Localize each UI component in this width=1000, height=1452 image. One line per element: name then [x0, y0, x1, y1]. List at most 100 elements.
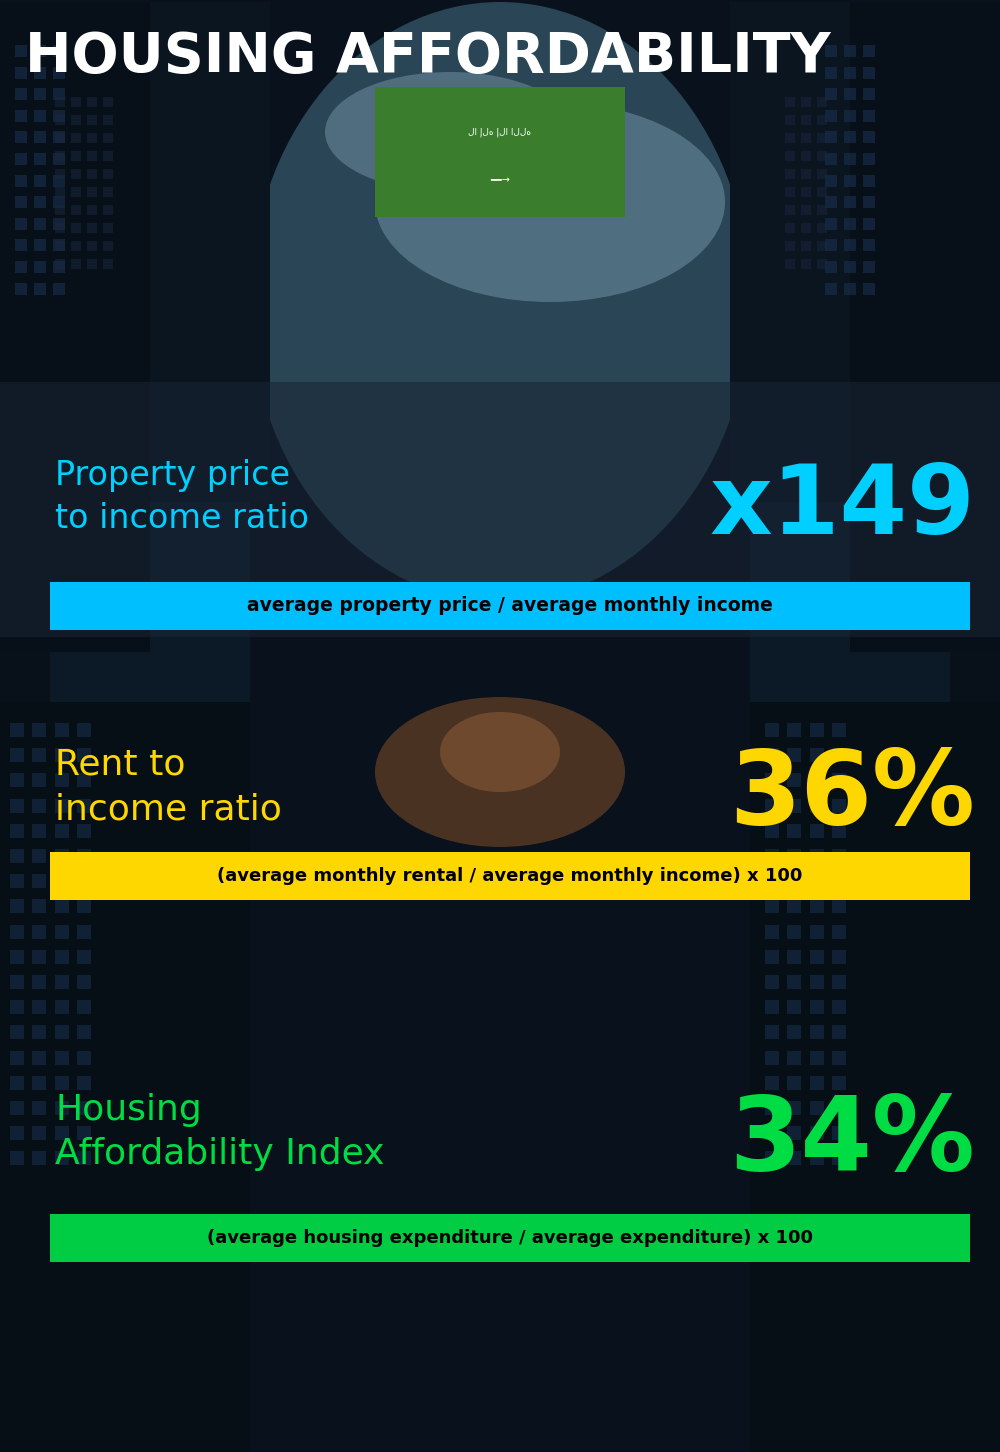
Bar [10, 723, 24, 738]
Bar [810, 849, 824, 862]
Bar [103, 168, 113, 179]
Bar [810, 823, 824, 838]
Bar [817, 134, 827, 142]
Bar [825, 67, 837, 78]
Bar [77, 925, 91, 938]
Bar [863, 67, 875, 78]
Bar [787, 1000, 801, 1013]
Bar [103, 115, 113, 125]
Bar [817, 151, 827, 161]
Bar [55, 849, 69, 862]
Bar [810, 899, 824, 913]
Bar [10, 925, 24, 938]
Bar [844, 196, 856, 208]
Bar [103, 151, 113, 161]
Bar [785, 205, 795, 215]
Bar [787, 723, 801, 738]
Bar [77, 799, 91, 813]
Bar [863, 261, 875, 273]
Ellipse shape [375, 697, 625, 847]
Bar [832, 774, 846, 787]
Bar [765, 899, 779, 913]
Bar [55, 258, 65, 269]
Bar [53, 283, 65, 295]
Bar [801, 97, 811, 107]
Bar [15, 152, 27, 166]
Bar [87, 168, 97, 179]
Bar [77, 1076, 91, 1090]
Bar [863, 240, 875, 251]
Bar [832, 950, 846, 964]
Bar [832, 748, 846, 762]
Bar [810, 1000, 824, 1013]
Bar [765, 1000, 779, 1013]
Bar [34, 89, 46, 100]
Bar [832, 874, 846, 889]
Bar [15, 174, 27, 187]
Bar [71, 97, 81, 107]
Bar [832, 1025, 846, 1040]
Bar [0, 1, 180, 953]
Bar [77, 974, 91, 989]
Bar [825, 218, 837, 229]
Bar [817, 115, 827, 125]
Bar [825, 152, 837, 166]
Bar [810, 748, 824, 762]
Bar [787, 849, 801, 862]
Bar [0, 382, 1000, 637]
Bar [787, 1051, 801, 1064]
Bar [32, 774, 46, 787]
Bar [765, 1051, 779, 1064]
Bar [87, 115, 97, 125]
Bar [801, 115, 811, 125]
Bar [832, 799, 846, 813]
Bar [53, 131, 65, 144]
Bar [825, 174, 837, 187]
Bar [15, 67, 27, 78]
Bar [787, 1076, 801, 1090]
Bar [787, 1025, 801, 1040]
Bar [34, 218, 46, 229]
Bar [750, 1, 950, 752]
Bar [10, 1076, 24, 1090]
Bar [832, 1000, 846, 1013]
Bar [77, 774, 91, 787]
Bar [15, 45, 27, 57]
Bar [87, 151, 97, 161]
Bar [55, 1076, 69, 1090]
Bar [10, 774, 24, 787]
Bar [71, 224, 81, 232]
Bar [863, 218, 875, 229]
Bar [785, 168, 795, 179]
Bar [55, 134, 65, 142]
Bar [32, 723, 46, 738]
Bar [844, 152, 856, 166]
Bar [0, 1, 150, 652]
Bar [10, 1025, 24, 1040]
Bar [77, 723, 91, 738]
Bar [10, 950, 24, 964]
Bar [844, 174, 856, 187]
Bar [34, 67, 46, 78]
Bar [787, 925, 801, 938]
Bar [844, 131, 856, 144]
Bar [15, 283, 27, 295]
Bar [32, 1076, 46, 1090]
Bar [55, 97, 65, 107]
Bar [785, 224, 795, 232]
Bar [765, 1151, 779, 1166]
Bar [863, 174, 875, 187]
Bar [55, 899, 69, 913]
Bar [832, 1051, 846, 1064]
Bar [71, 258, 81, 269]
Bar [863, 45, 875, 57]
Bar [15, 131, 27, 144]
Text: Housing
Affordability Index: Housing Affordability Index [55, 1092, 384, 1172]
Bar [34, 152, 46, 166]
Text: Property price
to income ratio: Property price to income ratio [55, 459, 309, 536]
Bar [785, 187, 795, 197]
Bar [832, 1127, 846, 1140]
Bar [15, 261, 27, 273]
Bar [787, 748, 801, 762]
Bar [825, 283, 837, 295]
